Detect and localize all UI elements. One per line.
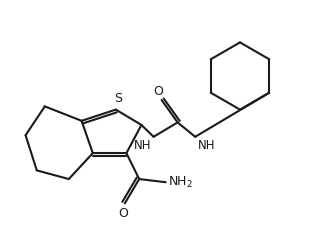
Text: O: O: [118, 207, 128, 220]
Text: O: O: [153, 85, 163, 98]
Text: S: S: [114, 92, 122, 105]
Text: NH: NH: [198, 139, 215, 152]
Text: NH$_2$: NH$_2$: [168, 175, 193, 190]
Text: NH: NH: [133, 139, 151, 152]
